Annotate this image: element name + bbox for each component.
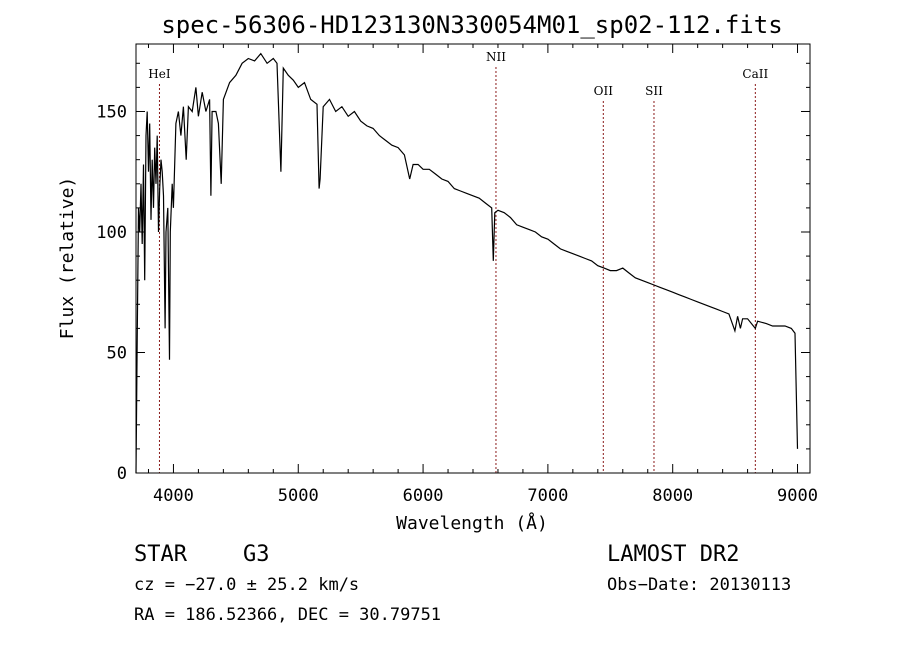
coordinates: RA = 186.52366, DEC = 30.79751 xyxy=(134,605,441,625)
x-tick-label: 6000 xyxy=(403,486,444,506)
redshift-cz: cz = −27.0 ± 25.2 km/s xyxy=(134,575,359,595)
object-type: STAR xyxy=(134,542,188,567)
marker-label-nii: NII xyxy=(486,50,506,64)
x-tick-label: 7000 xyxy=(527,486,568,506)
chart-title: spec-56306-HD123130N330054M01_sp02-112.f… xyxy=(161,11,782,39)
x-axis-label: Wavelength (Å) xyxy=(396,512,548,534)
x-axis: 4000 5000 6000 7000 8000 9000 xyxy=(147,44,818,506)
x-tick-label: 9000 xyxy=(777,486,818,506)
plot-frame xyxy=(135,43,811,474)
marker-label-oii: OII xyxy=(594,84,614,98)
y-tick-label: 50 xyxy=(107,343,127,363)
x-tick-label: 4000 xyxy=(153,486,194,506)
y-tick-label: 0 xyxy=(117,464,127,484)
obs-date: Obs−Date: 20130113 xyxy=(607,575,791,595)
marker-label-caii: CaII xyxy=(742,67,768,81)
y-axis-label: Flux (relative) xyxy=(57,177,78,340)
x-tick-label: 5000 xyxy=(278,486,319,506)
line-markers: HeI NII OII SII CaII xyxy=(148,50,768,473)
y-tick-label: 150 xyxy=(96,102,127,122)
x-tick-label: 8000 xyxy=(652,486,693,506)
y-tick-label: 100 xyxy=(96,223,127,243)
object-subclass: G3 xyxy=(243,542,270,567)
y-axis: 0 50 100 150 xyxy=(96,62,810,484)
survey-name: LAMOST DR2 xyxy=(607,542,739,567)
spectrum-series-line xyxy=(135,52,799,474)
marker-label-sii: SII xyxy=(645,84,663,98)
marker-label-hei: HeI xyxy=(148,67,171,81)
